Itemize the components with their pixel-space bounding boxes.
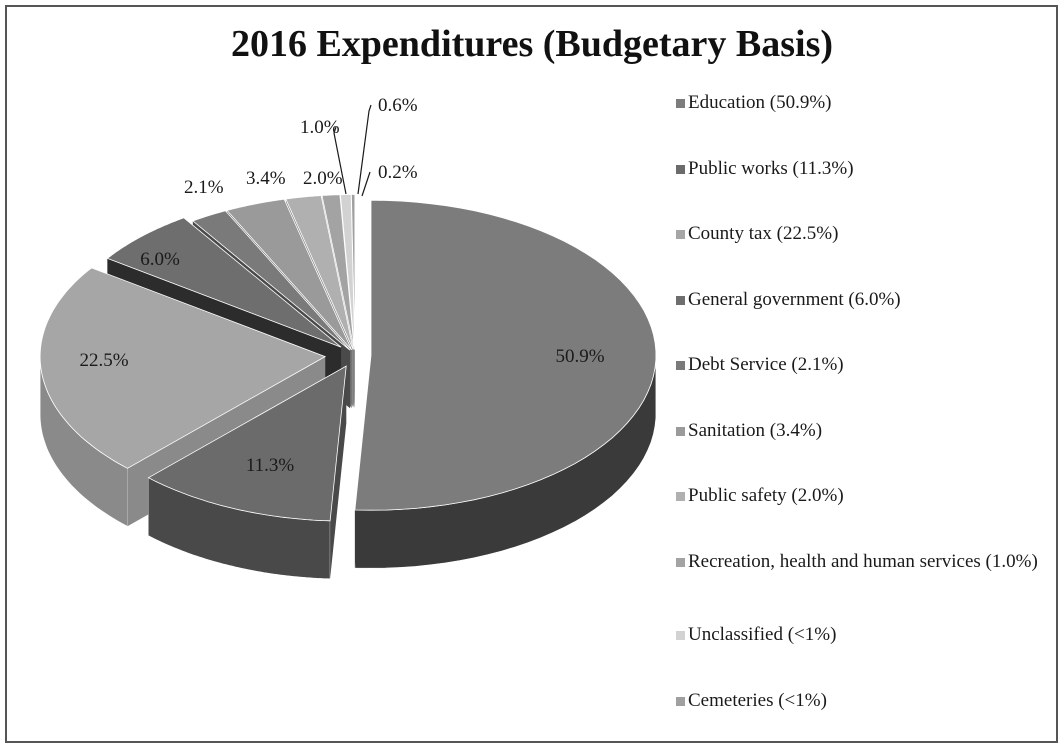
pie-slice-top [354, 199, 657, 511]
legend-label: Public works (11.3%) [688, 157, 854, 179]
data-label: 1.0% [300, 117, 340, 138]
legend-label: Education (50.9%) [688, 92, 832, 113]
data-label-leader-line [333, 126, 347, 195]
data-label: 50.9% [555, 346, 604, 367]
legend-swatch [676, 426, 685, 436]
pie-slice-top [321, 194, 355, 350]
legend-swatch [676, 230, 685, 239]
legend-swatch [676, 361, 685, 370]
legend-swatch [676, 696, 685, 706]
legend-label: Unclassified (<1%) [688, 624, 837, 645]
legend-swatch [676, 631, 685, 640]
legend-item: Public works (11.3%) [676, 157, 1056, 181]
data-label: 11.3% [246, 455, 295, 476]
legend-swatch [676, 492, 685, 501]
pie-slice-top [39, 267, 327, 469]
legend-item: Debt Service (2.1%) [676, 353, 1056, 377]
legend-item: Recreation, health and human services (1… [676, 550, 1056, 574]
legend-item: General government (6.0%) [676, 288, 1056, 312]
pie-slice-top [147, 365, 347, 522]
pie-slice-public-works [147, 365, 347, 580]
legend-item: Unclassified (<1%) [676, 623, 1056, 647]
data-label: 22.5% [79, 350, 128, 371]
legend-item: Cemeteries (<1%) [676, 689, 1056, 713]
data-label: 0.2% [378, 162, 418, 183]
legend-swatch [676, 557, 685, 567]
legend-item: Education (50.9%) [676, 91, 1056, 115]
legend-label: Sanitation (3.4%) [688, 419, 823, 441]
pie-slice-top [339, 194, 356, 350]
legend-swatch [676, 164, 685, 174]
pie-slice-top [106, 217, 342, 348]
legend-item: Public safety (2.0%) [676, 484, 1056, 508]
data-label: 3.4% [246, 168, 286, 189]
legend-label: Debt Service (2.1%) [688, 354, 844, 375]
legend-item: Sanitation (3.4%) [676, 419, 1056, 443]
data-label: 6.0% [140, 249, 180, 270]
data-label: 2.0% [303, 168, 343, 189]
data-label-leader-line [361, 171, 371, 197]
data-label-leader-line [357, 104, 372, 195]
legend-label: County tax (22.5%) [688, 223, 839, 244]
legend-label: Public safety (2.0%) [688, 485, 844, 506]
pie-slice-top [191, 210, 351, 351]
pie-slice-top [285, 195, 354, 350]
pie-slice-education [354, 199, 657, 569]
data-label: 0.6% [378, 95, 418, 116]
legend-label: General government (6.0%) [688, 288, 901, 310]
legend-label: Recreation, health and human services (1… [688, 550, 1038, 572]
legend-item: County tax (22.5%) [676, 222, 1056, 246]
data-label: 2.1% [184, 177, 224, 198]
legend-swatch [676, 99, 685, 108]
pie-slice-top [226, 198, 352, 351]
legend-swatch [676, 295, 685, 305]
chart-title: 2016 Expenditures (Budgetary Basis) [230, 23, 834, 65]
legend-label: Cemeteries (<1%) [688, 689, 827, 711]
